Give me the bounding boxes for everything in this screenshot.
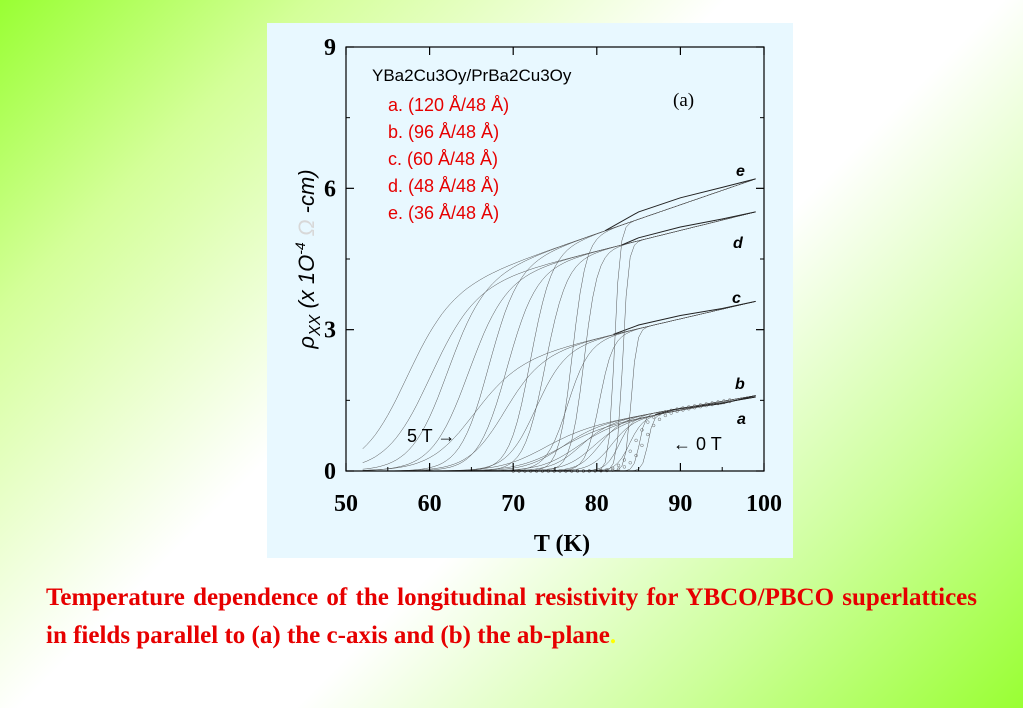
data-point-a [646,432,650,437]
legend-title: YBa2Cu3Oy/PrBa2Cu3Oy [372,66,572,85]
data-point-b [722,399,726,403]
curve-label-c: c [732,290,741,307]
curve-b-normal [671,395,756,411]
data-point-a [710,402,714,407]
data-point-a [716,401,720,406]
data-point-a [675,409,679,413]
data-point-b [628,449,632,453]
figure-caption: Temperature dependence of the longitudin… [46,579,977,655]
curve-label-d: d [733,235,744,252]
data-point-a [657,417,662,421]
x-tick-label: 90 [668,491,692,517]
curve-label-b: b [735,376,745,393]
curve-label-a: a [737,411,746,428]
curve-e-normal [604,178,756,232]
data-point-a [640,443,644,448]
legend-entry-e: e. (36 Å/48 Å) [388,203,499,223]
data-point-a [722,400,726,405]
data-point-b [622,458,627,462]
data-point-b [675,407,679,411]
data-point-a [692,406,697,410]
x-tick-label: 80 [585,491,609,517]
curve-c-field-5 [362,301,756,471]
ticks-layer: 50 60 70 80 90 100 0 3 6 9 [324,35,782,517]
data-point-a [651,423,656,428]
data-point-a [728,399,732,404]
legend-entry-c: c. (60 Å/48 Å) [388,149,498,169]
y-tick-label: 9 [324,35,336,61]
data-point-b [698,403,703,407]
caption-period: . [609,622,617,649]
data-point-b [716,400,720,404]
x-tick-label: 50 [334,491,358,517]
curve-label-e: e [736,163,745,180]
data-point-b [669,408,673,413]
data-point-b [611,466,615,470]
y-axis-label: ρXX (x 1O-4 Ω -cm) [292,169,324,349]
curve-c-normal [613,300,756,335]
data-point-a [681,408,685,412]
curve-d-field-5 [362,211,756,463]
data-point-b [657,412,662,416]
data-point-b [640,428,644,432]
data-point-b [687,405,691,409]
y-tick-label: 0 [324,459,336,485]
data-point-b [710,401,714,405]
data-point-a [687,407,691,411]
data-point-b [704,402,708,406]
data-point-a [628,461,632,465]
data-point-b [692,404,697,408]
data-point-a [704,403,708,408]
x-tick-label: 100 [746,491,782,517]
curve-e-field-5 [362,178,756,449]
data-point-a [663,413,668,418]
panel-label: (a) [673,90,694,111]
annotation-0T: ← 0 T [673,434,722,454]
data-point-b [651,415,656,419]
x-axis-label: T (K) [534,531,590,557]
data-point-b [646,420,650,424]
plot-panel: 50 60 70 80 90 100 0 3 6 9 YBa2Cu3Oy/PrBa2Cu3Oy a… [267,23,793,558]
data-point-b [681,406,685,410]
data-point-b [616,463,621,468]
legend-entry-a: a. (120 Å/48 Å) [388,95,509,115]
y-tick-label: 3 [324,318,336,344]
legend-entry-d: d. (48 Å/48 Å) [388,176,499,196]
caption-text: Temperature dependence of the longitudin… [46,584,977,649]
annotation-5T: 5 T → [407,426,455,446]
curve-d-normal [621,211,756,246]
y-tick-label: 6 [324,176,336,202]
data-point-b [728,398,732,402]
x-tick-label: 60 [418,491,442,517]
resistivity-chart: 50 60 70 80 90 100 0 3 6 9 YBa2Cu3Oy/PrBa2Cu3Oy a… [292,35,782,557]
data-point-a [698,405,703,409]
data-point-a [622,465,627,469]
x-tick-label: 70 [501,491,525,517]
legend-entry-b: b. (96 Å/48 Å) [388,122,499,142]
data-point-a [634,453,638,458]
data-point-b [663,410,668,414]
data-point-b [634,438,638,443]
